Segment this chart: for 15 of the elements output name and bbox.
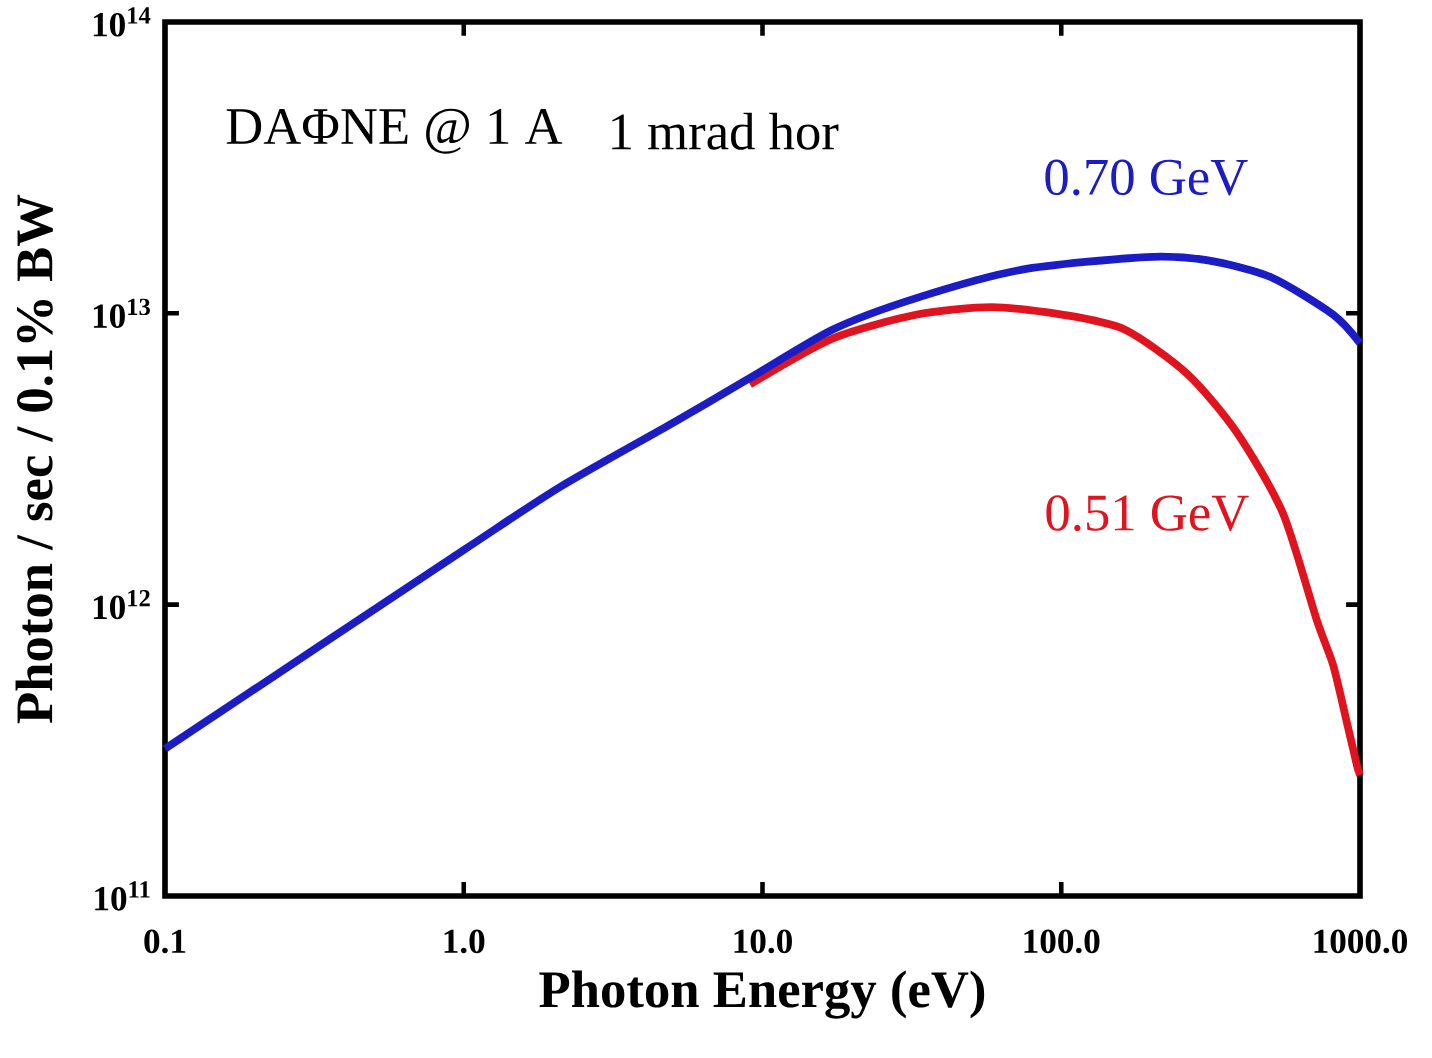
x-tick-label: 10.0 — [734, 929, 792, 954]
annotation: DAΦNE @ 1 A — [226, 108, 563, 154]
x-tick-label: 1.0 — [444, 929, 485, 954]
x-tick-label: 100.0 — [1024, 929, 1100, 954]
y-tick-label: 10$^{14}$ — [93, 7, 151, 37]
y-tick-label: 10$^{12}$ — [93, 589, 150, 620]
x-tick-label: 1000.0 — [1314, 929, 1408, 954]
y-tick-label: 10$^{13}$ — [93, 298, 150, 328]
x-axis-title: Photon Energy (eV) — [539, 970, 985, 1019]
series-label: 0.51 GeV — [1046, 495, 1249, 532]
x-tick-label: 0.1 — [144, 929, 186, 954]
series-label: 0.70 GeV — [1045, 159, 1248, 196]
annotation: 1 mrad hor — [612, 112, 839, 150]
y-tick-label: 10$^{11}$ — [95, 881, 150, 911]
y-axis-title: Photon / sec / 0.1% BW — [15, 194, 53, 724]
